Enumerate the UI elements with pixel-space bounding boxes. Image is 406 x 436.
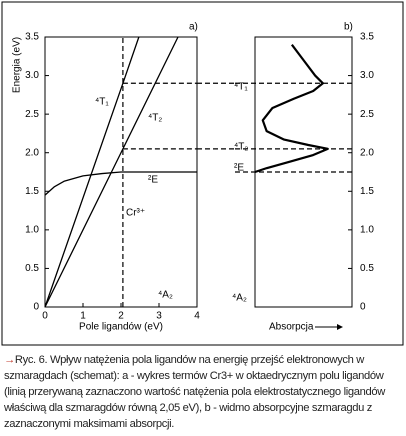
x-axis-title: Absorpcja [269, 322, 314, 333]
series-label: ⁴T₂ [148, 113, 162, 124]
figure: a) 0 0.5 1.0 1.5 2.0 2.5 3.0 3.5 0 1 2 3 4 Energia (eV… [1, 1, 404, 346]
annotation: ⁴A₂ [158, 290, 173, 301]
y-tick-label: 2.5 [25, 109, 39, 120]
annotation: ⁴A₂ [232, 293, 247, 304]
y-tick-label: 0.5 [25, 263, 39, 274]
y-tick-label: 1.0 [25, 224, 39, 235]
panel-label: b) [344, 22, 353, 33]
panel-label: a) [189, 22, 198, 33]
y-tick-label: 0 [360, 302, 366, 313]
x-tick-label: 4 [194, 311, 200, 322]
x-axis-title: Pole ligandów (eV) [79, 322, 163, 333]
y-tick-label: 2.0 [25, 147, 39, 158]
y-tick-label: 0 [33, 302, 39, 313]
y-tick-label: 3.5 [25, 32, 39, 43]
y-tick-label: 3.0 [360, 70, 374, 81]
y-tick-label: 0.5 [360, 263, 374, 274]
x-tick-label: 2 [118, 311, 124, 322]
y-tick-label: 3.5 [360, 32, 374, 43]
level-label: ⁴T₁ [234, 82, 248, 93]
y-tick-label: 2.5 [360, 109, 374, 120]
y-axis-title: Energia (eV) [12, 37, 23, 93]
x-tick-label: 3 [156, 311, 162, 322]
y-tick-label: 1.5 [360, 186, 374, 197]
arrow-head [337, 324, 343, 330]
x-tick-label: 1 [80, 311, 86, 322]
level-label: ²E [234, 163, 244, 174]
curve [254, 44, 329, 174]
y-tick-label: 3.0 [25, 70, 39, 81]
y-tick-label: 1.0 [360, 224, 374, 235]
level-label: ⁴T₂ [234, 142, 248, 153]
y-tick-label: 1.5 [25, 186, 39, 197]
series-label: ⁴T₁ [95, 97, 109, 108]
figure-frame [1, 1, 404, 346]
caption-marker: → [4, 354, 15, 366]
y-tick-label: 2.0 [360, 147, 374, 158]
x-tick-label: 0 [42, 311, 48, 322]
caption: →Ryc. 6. Wpływ natężenia pola ligandów n… [4, 352, 402, 432]
series-label: ²E [148, 175, 158, 186]
caption-text: Ryc. 6. Wpływ natężenia pola ligandów na… [4, 354, 385, 430]
curve [44, 171, 197, 196]
annotation: Cr³⁺ [126, 208, 145, 219]
